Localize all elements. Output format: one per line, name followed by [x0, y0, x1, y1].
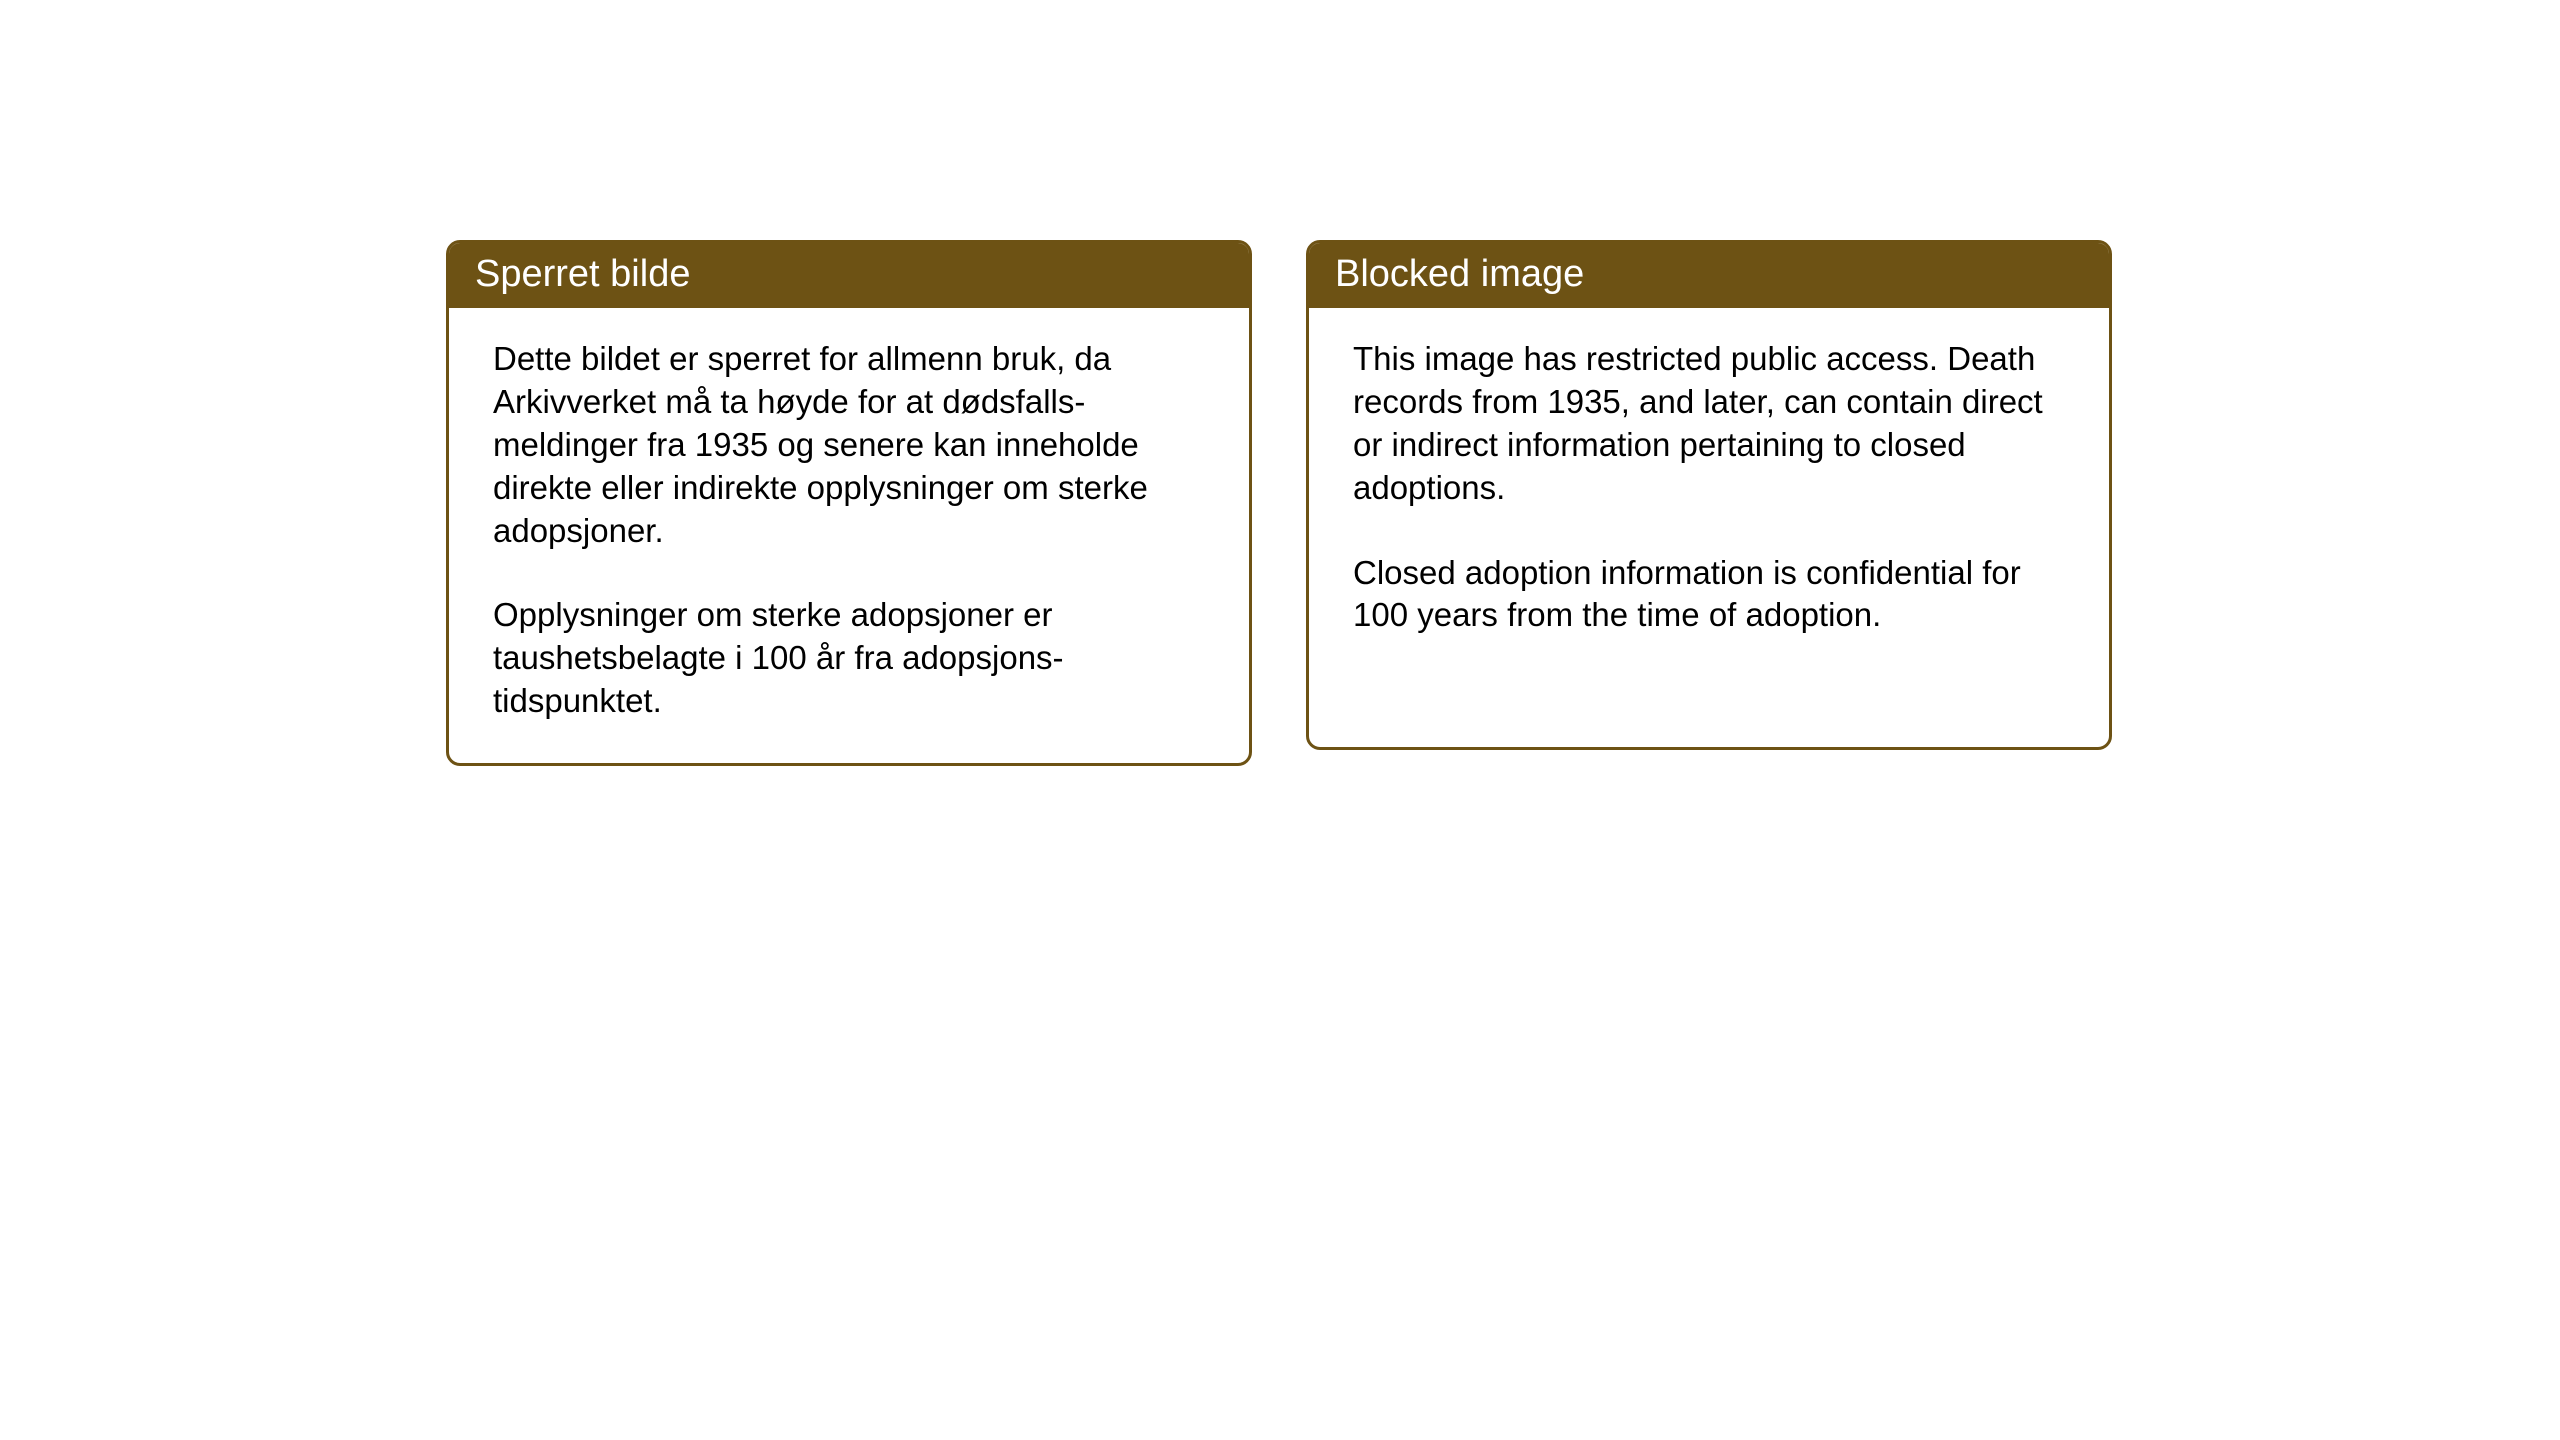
card-body-norwegian: Dette bildet er sperret for allmenn bruk… — [449, 308, 1249, 763]
card-body-english: This image has restricted public access.… — [1309, 308, 2109, 677]
notice-container: Sperret bilde Dette bildet er sperret fo… — [446, 240, 2112, 766]
paragraph-english-2: Closed adoption information is confident… — [1353, 552, 2065, 638]
notice-card-english: Blocked image This image has restricted … — [1306, 240, 2112, 750]
card-header-norwegian: Sperret bilde — [449, 243, 1249, 308]
notice-card-norwegian: Sperret bilde Dette bildet er sperret fo… — [446, 240, 1252, 766]
card-title-norwegian: Sperret bilde — [475, 253, 690, 295]
paragraph-norwegian-2: Opplysninger om sterke adopsjoner er tau… — [493, 594, 1205, 723]
card-title-english: Blocked image — [1335, 253, 1584, 295]
card-header-english: Blocked image — [1309, 243, 2109, 308]
paragraph-english-1: This image has restricted public access.… — [1353, 338, 2065, 510]
paragraph-norwegian-1: Dette bildet er sperret for allmenn bruk… — [493, 338, 1205, 552]
